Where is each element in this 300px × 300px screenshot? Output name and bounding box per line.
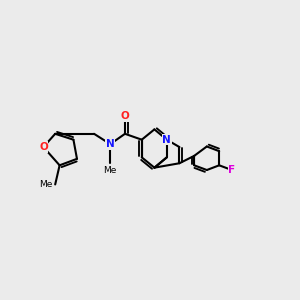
Text: Me: Me	[103, 166, 117, 175]
Text: O: O	[121, 111, 129, 121]
Text: N: N	[106, 139, 115, 149]
Text: Me: Me	[39, 180, 52, 189]
Text: F: F	[228, 165, 236, 175]
Text: O: O	[39, 142, 48, 152]
Text: N: N	[162, 135, 171, 145]
